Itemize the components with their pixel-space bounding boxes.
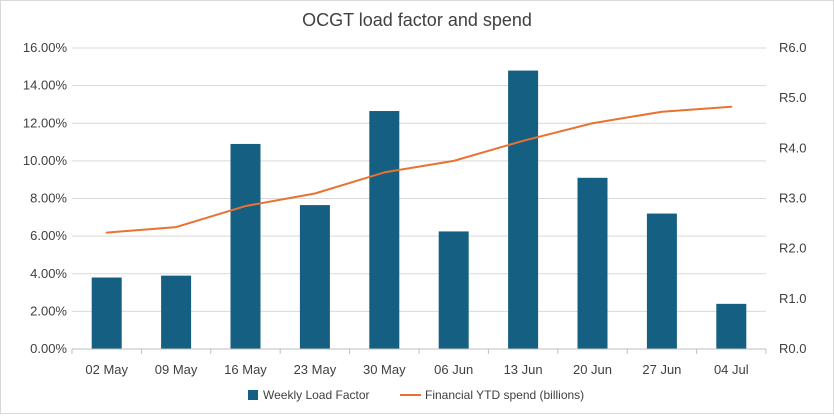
bar-series — [91, 70, 747, 349]
bar — [646, 213, 677, 349]
bar — [508, 70, 539, 349]
right-axis-tick-label: R0.0 — [779, 341, 806, 356]
x-axis-tick-label: 13 Jun — [504, 362, 543, 377]
legend-label-ytd-spend: Financial YTD spend (billions) — [425, 388, 584, 402]
right-axis-tick-label: R5.0 — [779, 90, 806, 105]
right-axis: R0.0 R1.0 R2.0 R3.0 R4.0 R5.0 R6.0 — [779, 40, 806, 356]
x-axis-tick-label: 30 May — [363, 362, 406, 377]
x-axis-tick-label: 09 May — [155, 362, 198, 377]
line-series — [105, 105, 733, 234]
right-axis-tick-label: R3.0 — [779, 191, 806, 206]
left-axis-tick-label: 14.00% — [23, 78, 68, 93]
x-axis-tick-label: 06 Jun — [434, 362, 473, 377]
right-axis-tick-label: R4.0 — [779, 140, 806, 155]
bar — [369, 111, 400, 349]
left-axis-tick-label: 4.00% — [30, 266, 67, 281]
bar — [230, 143, 261, 349]
x-axis-tick-label: 16 May — [224, 362, 267, 377]
legend-swatch-load-factor — [248, 390, 258, 400]
bar — [91, 277, 122, 349]
chart-title: OCGT load factor and spend — [302, 10, 532, 30]
x-axis-tick-label: 02 May — [85, 362, 128, 377]
bar — [577, 177, 608, 349]
right-axis-tick-label: R1.0 — [779, 291, 806, 306]
left-axis-tick-label: 16.00% — [23, 40, 68, 55]
bar — [716, 303, 747, 349]
bar — [438, 231, 469, 349]
right-axis-tick-label: R6.0 — [779, 40, 806, 55]
gridlines — [72, 47, 766, 312]
x-axis-tick-label: 20 Jun — [573, 362, 612, 377]
left-axis-tick-label: 2.00% — [30, 303, 67, 318]
legend-label-load-factor: Weekly Load Factor — [263, 388, 370, 402]
bar — [299, 205, 330, 349]
bar — [161, 275, 192, 349]
left-axis: 0.00% 2.00% 4.00% 6.00% 8.00% 10.00% 12.00% 14.… — [23, 40, 68, 356]
left-axis-tick-label: 0.00% — [30, 341, 67, 356]
x-axis: 02 May 09 May 16 May 23 May 30 May 06 Jun 13 J… — [71, 348, 767, 377]
left-axis-tick-label: 10.00% — [23, 153, 68, 168]
x-axis-tick-label: 23 May — [294, 362, 337, 377]
right-axis-tick-label: R2.0 — [779, 241, 806, 256]
left-axis-tick-label: 6.00% — [30, 228, 67, 243]
left-axis-tick-label: 8.00% — [30, 191, 67, 206]
left-axis-tick-label: 12.00% — [23, 115, 68, 130]
ytd-spend-line — [105, 105, 733, 234]
x-axis-tick-label: 27 Jun — [642, 362, 681, 377]
x-axis-tick-label: 04 Jul — [714, 362, 749, 377]
legend: Weekly Load Factor Financial YTD spend (… — [248, 388, 584, 402]
